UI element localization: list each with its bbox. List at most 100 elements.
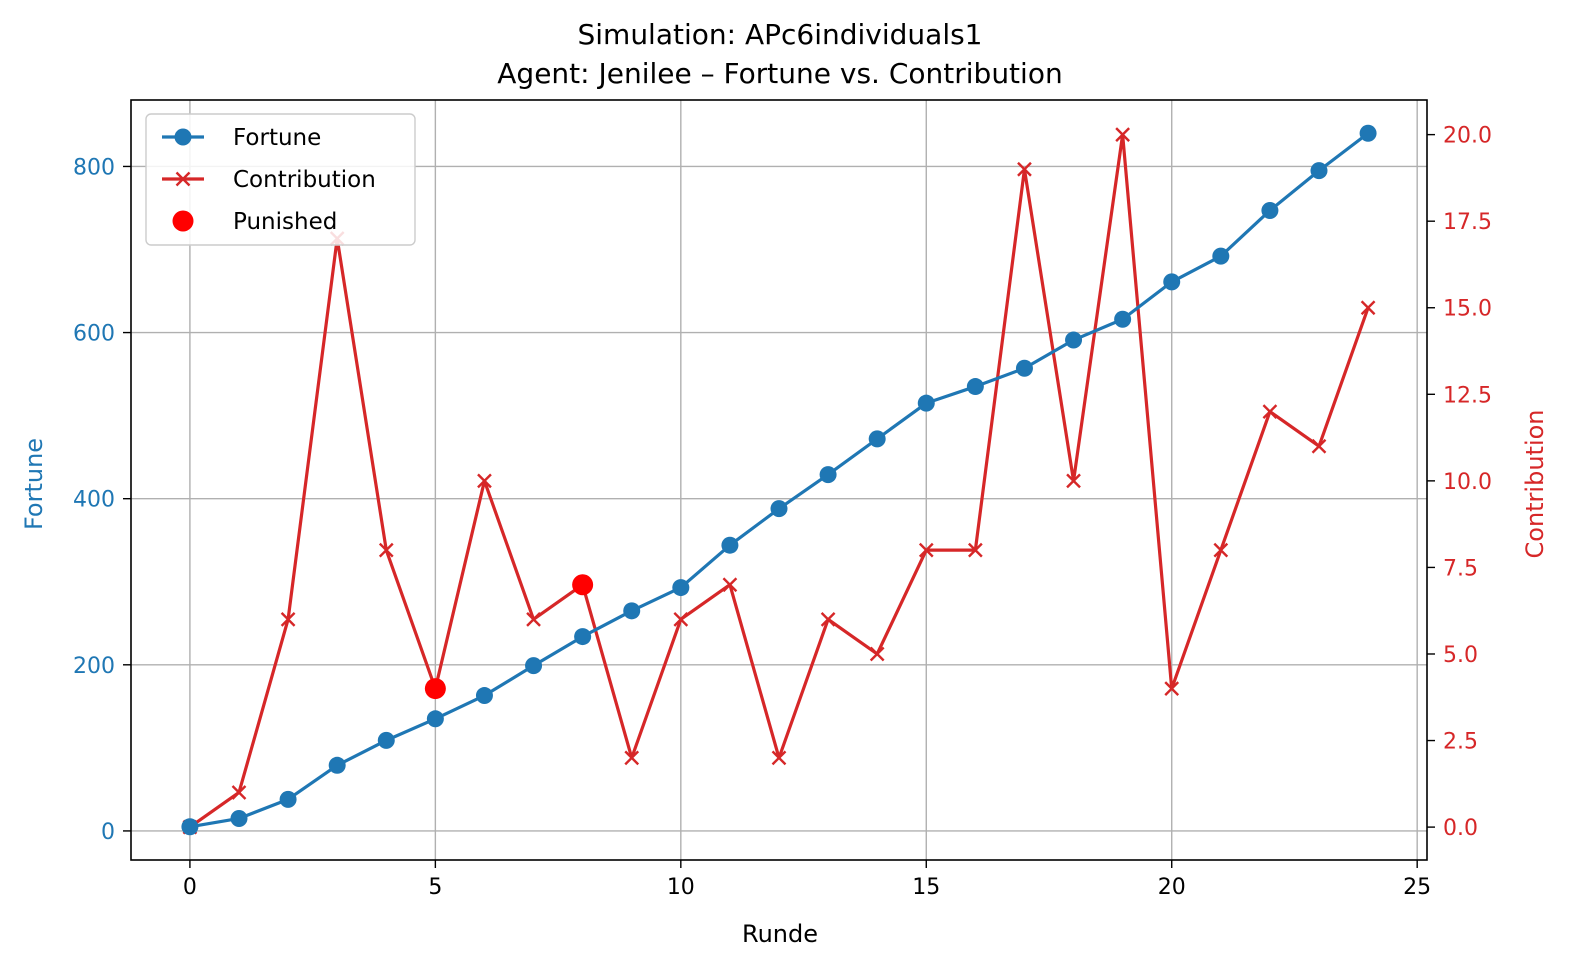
contribution-point [820,612,836,627]
axes: 0 5 10 15 20 25 0 200 400 600 800 0.0 2.5 5.0 7.5 10.0 1… [73,124,1492,900]
fortune-point [868,430,886,448]
contribution-point [722,577,738,593]
contribution-point [1115,127,1130,142]
x-marker-stroke [378,542,394,558]
fortune-point [1065,331,1083,349]
y-right-tick-label: 0.0 [1443,816,1478,841]
fortune-point [525,657,543,675]
x-marker-stroke [918,542,934,558]
chart-title: Simulation: APc6individuals1 [577,18,982,51]
fortune-point [377,731,395,749]
legend-punished-marker [172,210,194,232]
legend-label-punished: Punished [233,209,337,235]
fortune-point [1015,359,1033,377]
x-marker-stroke [477,473,492,489]
contribution-point [673,612,689,627]
x-marker-stroke [820,612,836,627]
contribution-point [231,785,247,800]
y-right-tick-label: 15.0 [1443,297,1492,322]
plot-frame [130,99,1428,861]
y-left-tick-label: 800 [73,155,115,180]
legend: Fortune Contribution Punished [145,113,416,246]
fortune-point [181,818,199,836]
x-tick-label: 0 [183,875,197,900]
fortune-point [819,466,837,484]
contribution-point [624,750,640,766]
grid [131,100,1427,860]
fortune-point [1114,310,1132,328]
contribution-point [869,646,885,662]
y-axis-label-right: Contribution [1521,409,1549,558]
fortune-point [475,687,493,705]
y-left-tick-label: 200 [73,654,115,679]
contribution-point [1066,473,1081,489]
contribution-point [280,612,296,627]
x-marker-stroke [1262,404,1278,419]
fortune-point [426,710,444,728]
x-tick-label: 5 [428,875,442,900]
fortune-point [623,602,641,620]
fortune-point [672,579,690,597]
legend-contribution-marker [175,171,191,187]
y-right-tick-label: 2.5 [1443,730,1478,755]
legend-box [145,113,416,246]
x-marker-stroke [526,612,541,627]
fortune-point [1212,247,1230,265]
x-marker-stroke [1311,438,1327,454]
fortune-point [328,756,346,774]
y-right-tick-label: 7.5 [1443,556,1478,581]
fortune-point [770,500,788,518]
contribution-point [1213,542,1229,558]
x-marker-stroke [869,646,885,662]
x-marker-stroke [1066,473,1081,489]
x-tick-label: 25 [1403,875,1431,900]
fortune-point [917,394,935,412]
contribution-point [771,750,787,766]
contribution-point [1164,681,1180,696]
y-left-tick-label: 400 [73,488,115,513]
x-marker-stroke [771,750,787,766]
contribution-point [477,473,492,489]
y-right-tick-label: 10.0 [1443,470,1492,495]
contribution-point [1017,161,1032,177]
fortune-point [721,536,739,554]
contribution-point [378,542,394,558]
y-left-tick-label: 0 [101,820,115,845]
x-marker-stroke [1360,300,1376,316]
chart-subtitle: Agent: Jenilee – Fortune vs. Contributio… [497,57,1062,90]
fortune-point [574,628,592,646]
legend-fortune-marker [174,128,192,146]
x-marker-stroke [1115,127,1130,142]
x-marker-stroke [231,785,247,800]
x-marker-stroke [280,612,296,627]
x-marker-stroke [673,612,689,627]
fortune-point [1163,273,1181,291]
x-marker-stroke [1164,681,1180,696]
x-marker-stroke [1213,542,1229,558]
y-left-tick-label: 600 [73,322,115,347]
contribution-point [1360,300,1376,316]
legend-label-contribution: Contribution [233,167,376,193]
x-tick-label: 20 [1158,875,1186,900]
punished-point [424,678,446,700]
fortune-point [279,790,297,808]
x-axis-label: Runde [742,920,818,948]
fortune-point [230,809,248,827]
punished-point [572,574,594,596]
fortune-point [966,378,984,396]
x-marker-stroke [624,750,640,766]
contribution-point [1311,438,1327,454]
y-right-tick-label: 5.0 [1443,643,1478,668]
x-tick-label: 10 [667,875,695,900]
y-axis-label-left: Fortune [20,438,48,530]
contribution-point [1262,404,1278,419]
y-right-tick-label: 12.5 [1443,383,1492,408]
fortune-point [1310,162,1328,180]
contribution-point [526,612,541,627]
fortune-point [1359,124,1377,142]
y-right-tick-label: 17.5 [1443,210,1492,235]
x-tick-label: 15 [912,875,940,900]
fortune-point [1261,201,1279,219]
